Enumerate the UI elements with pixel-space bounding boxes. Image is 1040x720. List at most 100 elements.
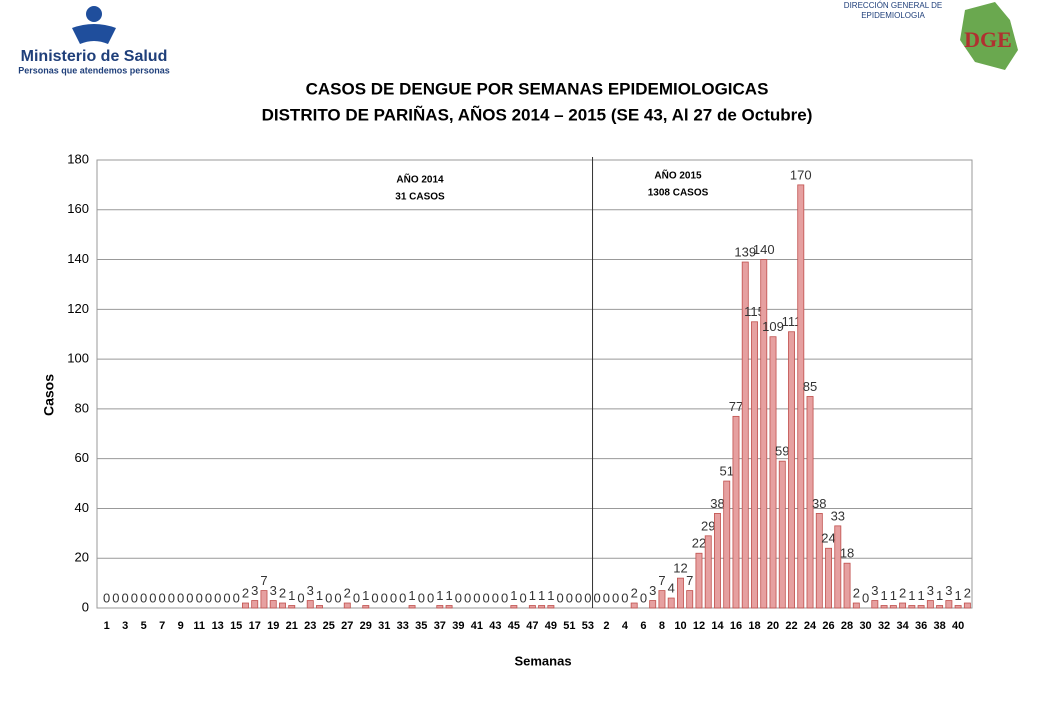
bar [677, 577, 684, 609]
value-label: 1 [917, 588, 924, 603]
x-tick-label: 3 [122, 620, 128, 632]
value-label: 2 [279, 585, 286, 600]
value-label: 0 [399, 590, 406, 605]
value-label: 0 [566, 590, 573, 605]
value-label: 0 [353, 590, 360, 605]
value-label: 1 [288, 588, 295, 603]
bar [871, 600, 879, 609]
value-label: 1 [529, 588, 536, 603]
value-label: 0 [297, 590, 304, 605]
bar [852, 602, 860, 609]
bar [936, 605, 944, 609]
value-label: 1 [538, 588, 545, 603]
y-tick-label: 0 [82, 599, 89, 614]
y-tick-label: 80 [75, 400, 89, 415]
x-tick-label: 30 [859, 620, 871, 632]
x-tick-label: 10 [674, 620, 686, 632]
x-tick-label: 39 [452, 620, 464, 632]
x-tick-label: 4 [622, 620, 629, 632]
bar [445, 605, 453, 609]
x-tick-label: 18 [748, 620, 760, 632]
logo-head [86, 6, 102, 22]
x-tick-label: 1 [104, 620, 110, 632]
bar [538, 605, 546, 609]
value-label: 1 [547, 588, 554, 603]
x-tick-label: 27 [341, 620, 353, 632]
value-label: 1 [510, 588, 517, 603]
value-label: 0 [473, 590, 480, 605]
bar [658, 590, 666, 609]
value-label: 59 [775, 444, 789, 459]
value-label: 33 [831, 508, 845, 523]
value-label: 115 [744, 304, 765, 319]
value-label: 2 [631, 585, 638, 600]
value-label: 38 [710, 496, 724, 511]
value-label: 1 [408, 588, 415, 603]
value-label: 1 [936, 588, 943, 603]
x-tick-label: 28 [841, 620, 853, 632]
bar [917, 605, 925, 609]
value-label: 0 [381, 590, 388, 605]
ministry-name: Ministerio de Salud [21, 48, 168, 65]
value-label: 1 [954, 588, 961, 603]
value-label: 51 [719, 464, 733, 479]
x-tick-label: 51 [563, 620, 575, 632]
x-tick-label: 2 [603, 620, 609, 632]
value-label: 0 [501, 590, 508, 605]
x-tick-label: 53 [582, 620, 594, 632]
value-label: 0 [519, 590, 526, 605]
bar [510, 605, 518, 609]
value-label: 0 [575, 590, 582, 605]
y-tick-label: 100 [67, 351, 89, 366]
value-label: 0 [371, 590, 378, 605]
bar [797, 184, 805, 609]
x-tick-label: 41 [471, 620, 483, 632]
annotation: 1308 CASOS [648, 188, 709, 199]
bar [834, 525, 842, 609]
bar [815, 513, 823, 609]
x-tick-label: 22 [785, 620, 797, 632]
value-label: 3 [927, 583, 934, 598]
value-label: 0 [122, 590, 129, 605]
value-label: 0 [334, 590, 341, 605]
value-label: 12 [673, 561, 687, 576]
value-label: 2 [853, 585, 860, 600]
value-label: 1 [445, 588, 452, 603]
x-tick-label: 5 [141, 620, 147, 632]
chart-title: CASOS DE DENGUE POR SEMANAS EPIDEMIOLOGI… [306, 79, 769, 98]
value-label: 0 [492, 590, 499, 605]
value-label: 7 [260, 573, 267, 588]
bar [649, 600, 657, 609]
annotation: AÑO 2014 [396, 173, 444, 186]
x-tick-label: 7 [159, 620, 165, 632]
value-label: 1 [880, 588, 887, 603]
value-label: 0 [149, 590, 156, 605]
bar [630, 602, 638, 609]
value-label: 0 [186, 590, 193, 605]
x-tick-label: 45 [508, 620, 520, 632]
value-label: 3 [649, 583, 656, 598]
value-label: 1 [436, 588, 443, 603]
x-tick-label: 35 [415, 620, 427, 632]
y-axis-label: Casos [41, 374, 57, 416]
x-tick-label: 47 [526, 620, 538, 632]
value-label: 0 [325, 590, 332, 605]
x-tick-label: 31 [378, 620, 390, 632]
x-tick-label: 29 [360, 620, 372, 632]
bar [751, 321, 758, 609]
bar [269, 600, 277, 609]
value-label: 2 [242, 585, 249, 600]
bar [760, 259, 768, 609]
value-label: 0 [584, 590, 591, 605]
value-label: 0 [177, 590, 184, 605]
x-tick-label: 23 [304, 620, 316, 632]
bar [316, 605, 323, 609]
bar [408, 605, 416, 609]
x-tick-label: 38 [933, 620, 945, 632]
value-label: 0 [603, 590, 610, 605]
dge-map [960, 2, 1018, 70]
value-label: 3 [307, 583, 314, 598]
value-label: 0 [223, 590, 230, 605]
value-label: 4 [668, 580, 675, 595]
bar [279, 602, 286, 609]
